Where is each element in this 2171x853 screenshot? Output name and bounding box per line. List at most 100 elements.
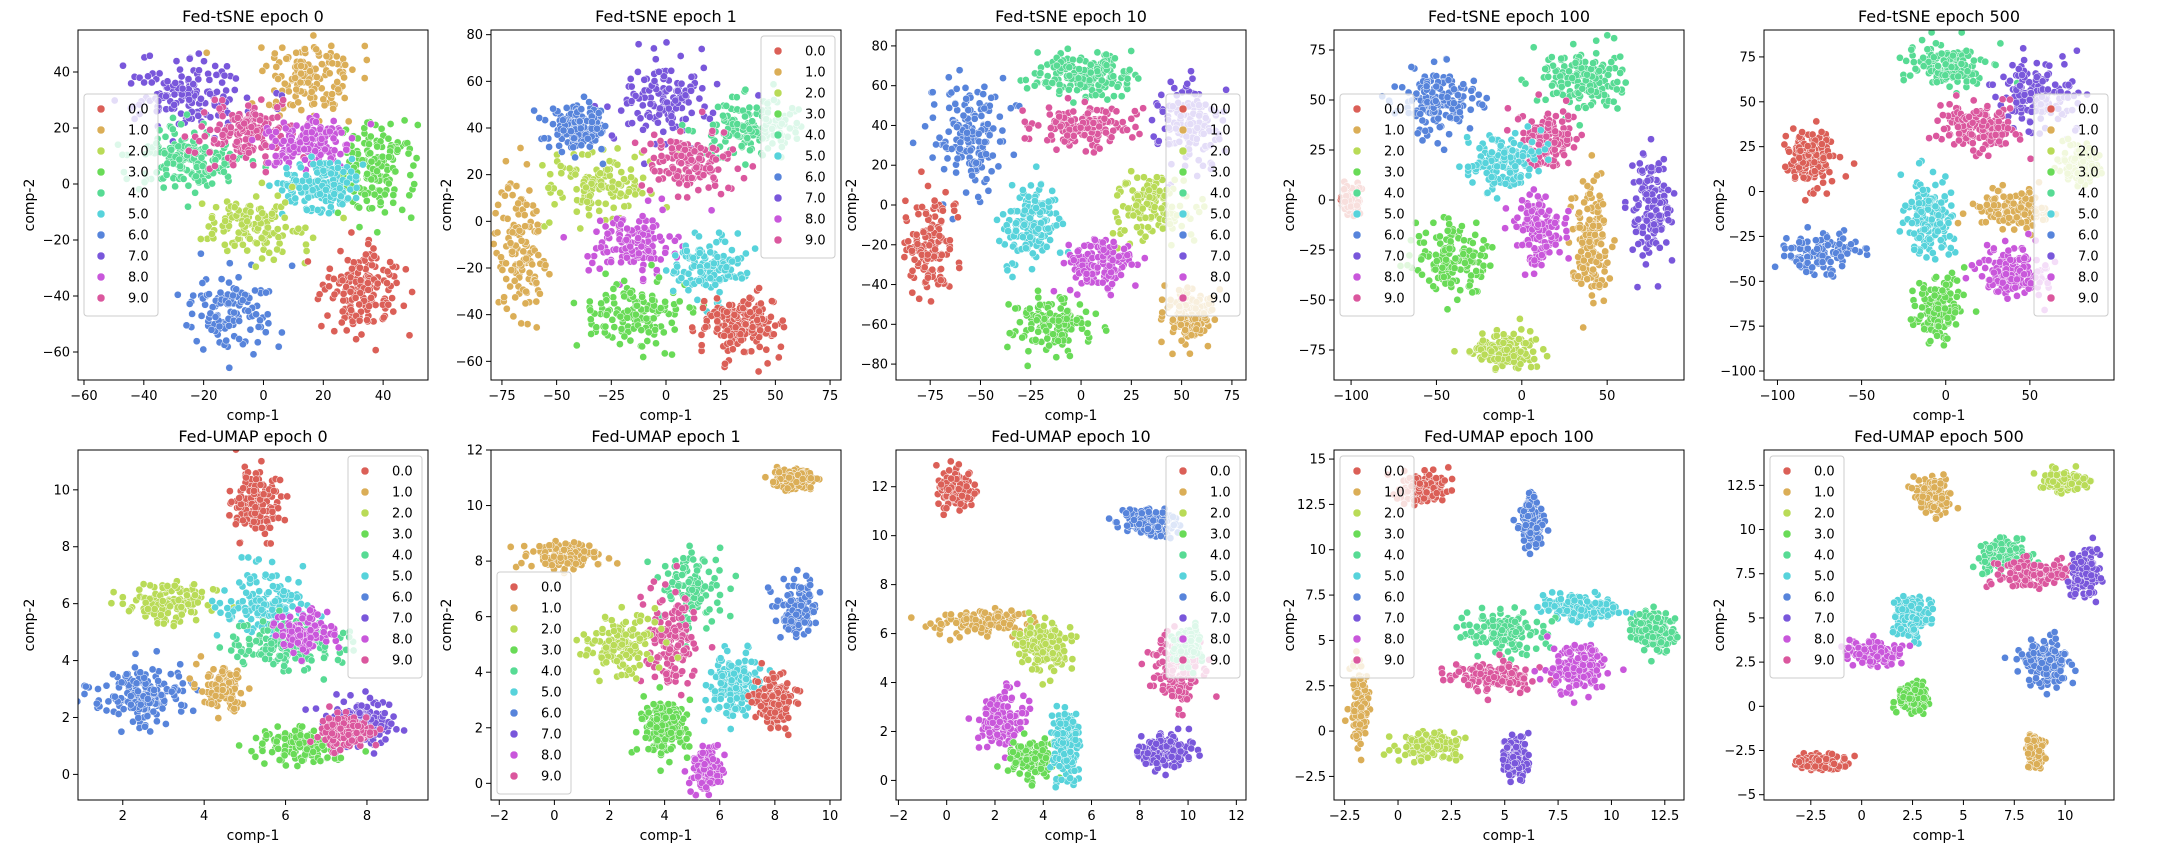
point-1.0 [523,320,532,328]
point-8.0 [248,136,256,144]
point-0.0 [910,255,919,264]
point-2.0 [584,151,592,159]
point-2.0 [1145,186,1153,195]
point-3.0 [639,353,648,361]
point-3.0 [398,206,407,214]
point-9.0 [708,127,717,135]
point-0.0 [369,244,378,253]
point-2.0 [583,198,592,206]
legend-label: 3.0 [128,166,149,181]
point-1.0 [511,293,520,302]
point-6.0 [577,105,586,113]
point-6.0 [1444,76,1453,84]
x-tick-label: 20 [315,389,332,404]
point-6.0 [983,120,992,128]
point-1.0 [522,200,531,209]
point-9.0 [1020,134,1029,143]
point-8.0 [1086,242,1095,251]
point-9.0 [1093,106,1101,114]
point-9.0 [681,145,689,154]
point-3.0 [620,277,629,285]
point-5.0 [743,269,751,277]
point-1.0 [545,270,554,279]
point-9.0 [1090,148,1098,157]
point-6.0 [1418,136,1427,145]
point-7.0 [63,100,70,107]
point-1.0 [1177,336,1186,345]
point-0.0 [405,331,414,340]
point-8.0 [1064,241,1073,249]
legend-marker-3.0 [1178,167,1188,177]
point-9.0 [631,138,639,147]
point-4.0 [1563,79,1572,88]
point-4.0 [220,159,229,168]
point-0.0 [392,279,401,287]
legend-label: 3.0 [1210,166,1231,181]
point-8.0 [312,118,320,126]
point-2.0 [572,207,581,216]
x-tick-label: −75 [916,389,943,404]
point-0.0 [741,320,750,329]
point-6.0 [559,126,568,135]
y-tick-label: 0 [475,215,483,230]
point-8.0 [603,229,612,238]
point-0.0 [364,279,372,287]
point-3.0 [623,313,632,322]
point-3.0 [1025,304,1034,313]
point-8.0 [1093,263,1102,272]
point-3.0 [609,285,618,293]
point-4.0 [1521,79,1530,88]
point-2.0 [630,153,639,161]
point-0.0 [908,288,917,297]
point-2.0 [301,223,310,232]
point-6.0 [182,321,191,330]
point-3.0 [642,314,651,323]
point-1.0 [509,312,518,321]
point-4.0 [1065,63,1074,72]
point-7.0 [639,125,647,134]
point-8.0 [649,223,657,231]
point-1.0 [1186,349,1194,358]
point-9.0 [251,110,260,119]
point-7.0 [170,90,179,99]
point-8.0 [644,196,652,205]
point-5.0 [1046,236,1054,244]
point-6.0 [1442,55,1451,64]
point-6.0 [959,111,968,120]
point-9.0 [218,112,227,120]
point-2.0 [545,218,554,227]
point-3.0 [626,336,635,345]
point-4.0 [741,112,749,121]
point-3.0 [667,318,676,327]
point-9.0 [240,119,249,128]
legend-label: 3.0 [805,108,826,123]
point-3.0 [685,303,694,312]
point-8.0 [592,227,601,236]
point-0.0 [923,250,932,259]
point-1.0 [1204,342,1212,350]
point-6.0 [570,134,578,143]
point-0.0 [336,247,345,255]
point-6.0 [1482,94,1491,102]
point-6.0 [192,337,201,346]
point-6.0 [230,308,238,317]
point-9.0 [1076,123,1085,132]
point-7.0 [163,77,172,86]
point-9.0 [1123,126,1131,134]
point-9.0 [247,123,256,131]
point-0.0 [902,213,910,222]
x-tick-label: 50 [767,389,784,404]
panel-2: −75 −50 −25 0 25 50 75−80−60−40−20020406080Fed… [844,7,1247,424]
point-4.0 [1616,52,1625,61]
point-2.0 [1157,204,1166,213]
point-2.0 [538,161,547,170]
point-0.0 [371,346,380,354]
legend-marker-8.0 [773,214,783,224]
point-8.0 [329,134,338,143]
point-3.0 [366,132,375,141]
point-6.0 [952,85,961,93]
point-6.0 [225,259,234,268]
legend-label: 1.0 [805,66,826,81]
legend-marker-9.0 [1178,293,1188,303]
point-4.0 [201,143,210,152]
